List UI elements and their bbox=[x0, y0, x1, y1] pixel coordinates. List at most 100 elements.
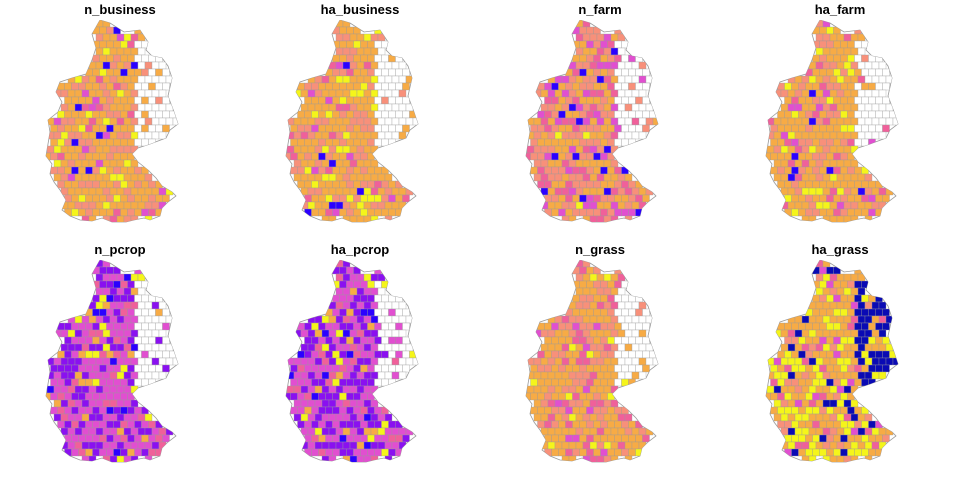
district-cell bbox=[624, 371, 633, 380]
district-cell bbox=[829, 441, 838, 450]
district-cell bbox=[812, 208, 820, 217]
district-cell bbox=[120, 308, 128, 317]
district-cell bbox=[635, 336, 643, 345]
district-cell bbox=[134, 166, 142, 175]
district-cell bbox=[332, 68, 340, 77]
district-cell bbox=[85, 110, 93, 119]
district-cell bbox=[819, 294, 827, 303]
district-cell bbox=[57, 322, 65, 331]
district-cell bbox=[113, 336, 121, 345]
district-cell bbox=[304, 96, 312, 105]
district-cell bbox=[766, 371, 775, 380]
district-cell bbox=[321, 455, 330, 462]
district-cell bbox=[102, 187, 111, 196]
district-cell bbox=[405, 103, 414, 112]
district-cell bbox=[120, 322, 128, 331]
district-cell bbox=[71, 434, 79, 443]
district-cell bbox=[321, 117, 330, 126]
district-cell bbox=[554, 159, 563, 168]
district-cell bbox=[882, 96, 890, 105]
district-cell bbox=[575, 287, 584, 296]
district-cell bbox=[321, 329, 330, 338]
district-cell bbox=[572, 208, 580, 217]
district-cell bbox=[314, 173, 323, 182]
district-cell bbox=[791, 448, 799, 457]
district-cell bbox=[60, 357, 69, 366]
district-cell bbox=[568, 413, 577, 422]
district-cell bbox=[370, 131, 379, 140]
district-cell bbox=[116, 329, 125, 338]
district-cell bbox=[635, 420, 643, 429]
district-cell bbox=[342, 145, 351, 154]
district-cell bbox=[130, 287, 139, 296]
district-cell bbox=[137, 357, 146, 366]
district-cell bbox=[794, 145, 803, 154]
district-cell bbox=[847, 124, 855, 133]
district-cell bbox=[113, 180, 121, 189]
district-cell bbox=[812, 68, 820, 77]
district-cell bbox=[300, 145, 309, 154]
district-cell bbox=[81, 329, 90, 338]
district-cell bbox=[794, 371, 803, 380]
district-cell bbox=[293, 399, 302, 408]
district-cell bbox=[137, 33, 146, 42]
district-cell bbox=[328, 131, 337, 140]
district-cell bbox=[328, 385, 337, 394]
district-cell bbox=[791, 322, 799, 331]
district-cell bbox=[819, 336, 827, 345]
district-cell bbox=[635, 208, 643, 217]
district-cell bbox=[628, 364, 636, 373]
district-cell bbox=[74, 131, 83, 140]
district-cell bbox=[311, 364, 319, 373]
district-cell bbox=[321, 413, 330, 422]
district-cell bbox=[328, 145, 337, 154]
district-cell bbox=[346, 110, 354, 119]
district-cell bbox=[67, 117, 76, 126]
district-cell bbox=[307, 103, 316, 112]
district-cell bbox=[346, 420, 354, 429]
district-cell bbox=[579, 322, 587, 331]
district-cell bbox=[339, 434, 347, 443]
district-cell bbox=[99, 54, 107, 63]
district-cell bbox=[381, 180, 389, 189]
district-cell bbox=[113, 294, 121, 303]
district-cell bbox=[395, 110, 403, 119]
district-cell bbox=[67, 385, 76, 394]
district-cell bbox=[586, 322, 594, 331]
district-cell bbox=[297, 420, 305, 429]
district-cell bbox=[120, 406, 128, 415]
district-cell bbox=[547, 385, 556, 394]
district-cell bbox=[600, 322, 608, 331]
district-cell bbox=[607, 96, 615, 105]
district-cell bbox=[74, 117, 83, 126]
district-cell bbox=[829, 315, 838, 324]
district-cell bbox=[544, 392, 552, 401]
district-cell bbox=[628, 68, 636, 77]
district-cell bbox=[363, 117, 372, 126]
district-cell bbox=[113, 152, 121, 161]
district-cell bbox=[551, 392, 559, 401]
district-cell bbox=[840, 336, 848, 345]
district-cell bbox=[381, 336, 389, 345]
district-cell bbox=[575, 187, 584, 196]
district-cell bbox=[99, 336, 107, 345]
district-cell bbox=[367, 378, 375, 387]
district-cell bbox=[614, 280, 622, 289]
district-cell bbox=[815, 33, 824, 42]
district-cell bbox=[307, 173, 316, 182]
district-cell bbox=[328, 103, 337, 112]
district-cell bbox=[582, 173, 591, 182]
district-cell bbox=[141, 434, 149, 443]
map-panel-n-pcrop: n_pcrop bbox=[0, 240, 240, 480]
map-panel-n-business: n_business bbox=[0, 0, 240, 240]
district-cell bbox=[85, 392, 93, 401]
district-cell bbox=[127, 82, 135, 91]
district-cell bbox=[829, 75, 838, 84]
district-cell bbox=[360, 392, 368, 401]
district-cell bbox=[151, 187, 160, 196]
district-cell bbox=[325, 350, 333, 359]
district-cell bbox=[158, 117, 167, 126]
district-cell bbox=[318, 364, 326, 373]
district-cell bbox=[151, 61, 160, 70]
district-cell bbox=[151, 329, 160, 338]
